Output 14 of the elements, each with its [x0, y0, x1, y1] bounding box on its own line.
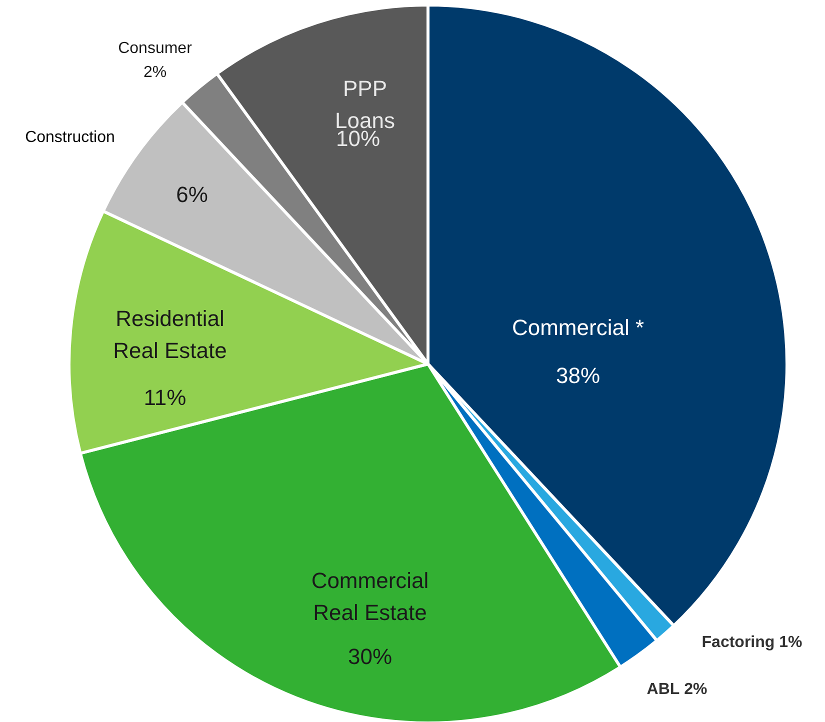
data-label: 38% [556, 363, 600, 388]
slice-label: Consumer [118, 40, 193, 57]
data-label: 30% [348, 644, 392, 669]
slice-label: Residential Real Estate [113, 306, 227, 363]
data-label: 6% [176, 182, 208, 207]
data-label: 1% [779, 634, 802, 651]
data-label: 11% [144, 385, 186, 410]
data-label: 2% [684, 681, 708, 698]
slice-label: Commercial * [512, 315, 644, 340]
data-label: 2% [143, 64, 167, 81]
slice-label: Commercial Real Estate [311, 568, 429, 625]
slice-label: Construction [25, 129, 115, 146]
slice-label: ABL [646, 681, 680, 698]
slice-label: Factoring [702, 634, 775, 651]
